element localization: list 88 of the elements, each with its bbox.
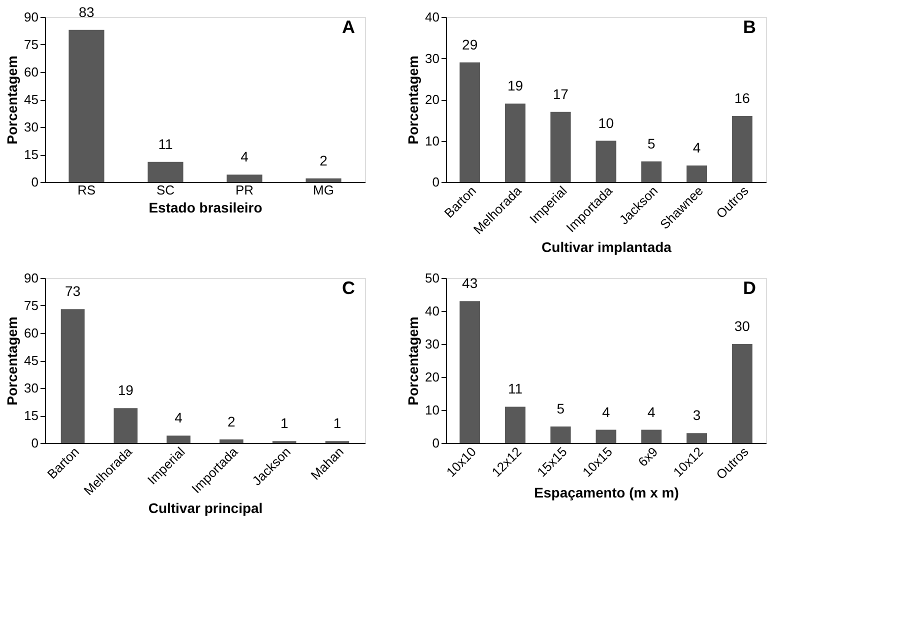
data-label: 10 xyxy=(598,114,614,131)
bar xyxy=(148,162,184,182)
data-label: 1 xyxy=(280,415,288,432)
data-label: 29 xyxy=(462,36,478,52)
x-axis-title: Cultivar principal xyxy=(148,500,263,516)
data-label: 16 xyxy=(734,90,750,106)
y-tick-label: 30 xyxy=(425,50,440,66)
y-axis-title: Porcentagem xyxy=(4,316,20,406)
bar xyxy=(596,140,616,182)
bar xyxy=(596,430,616,443)
data-label: 1 xyxy=(333,415,342,432)
chart-title: A xyxy=(342,17,355,37)
chart-title: D xyxy=(743,278,756,298)
x-tick-label: RS xyxy=(77,182,96,198)
y-tick-label: 60 xyxy=(24,64,38,80)
data-label: 2 xyxy=(320,152,328,168)
data-label: 73 xyxy=(64,283,81,300)
bar xyxy=(505,406,526,443)
bar xyxy=(550,112,571,182)
data-label: 3 xyxy=(692,407,701,424)
data-label: 4 xyxy=(692,140,701,156)
data-label: 5 xyxy=(556,400,565,416)
x-axis-title: Estado brasileiro xyxy=(148,200,262,216)
y-tick-label: 90 xyxy=(24,270,38,286)
bar xyxy=(306,178,342,182)
x-tick-label: PR xyxy=(235,182,254,198)
chart-title: C xyxy=(342,278,355,298)
data-label: 4 xyxy=(602,404,610,420)
data-label: 4 xyxy=(174,410,183,426)
y-tick-label: 75 xyxy=(24,298,38,313)
x-tick-label: 6x9 xyxy=(635,444,661,470)
data-label: 11 xyxy=(508,380,523,397)
y-tick-label: 40 xyxy=(425,304,440,318)
bar xyxy=(550,426,571,443)
y-tick-label: 75 xyxy=(24,37,38,52)
chart-title: B xyxy=(743,17,756,37)
y-axis-title: Porcentagem xyxy=(4,56,20,144)
y-tick-label: 45 xyxy=(24,92,38,107)
y-tick-label: 60 xyxy=(24,326,38,340)
data-label: 11 xyxy=(158,136,173,152)
data-label: 2 xyxy=(228,413,236,430)
x-tick-label: MG xyxy=(313,182,334,198)
data-label: 83 xyxy=(78,4,94,20)
y-tick-label: 90 xyxy=(24,10,38,24)
y-axis-title: Porcentagem xyxy=(405,316,422,406)
data-label: 17 xyxy=(552,86,569,102)
y-tick-label: 45 xyxy=(24,353,38,368)
y-tick-label: 0 xyxy=(31,436,38,450)
bar xyxy=(166,436,190,443)
bar xyxy=(732,116,752,182)
bar xyxy=(460,301,480,443)
bar xyxy=(641,161,662,182)
data-label: 19 xyxy=(118,382,134,398)
bar xyxy=(641,430,662,443)
y-tick-label: 10 xyxy=(425,402,440,418)
y-tick-label: 15 xyxy=(24,147,38,162)
bar xyxy=(460,62,480,182)
bar xyxy=(226,174,262,182)
y-tick-label: 30 xyxy=(425,336,440,352)
bar xyxy=(220,439,244,443)
y-tick-label: 30 xyxy=(24,120,38,134)
data-label: 43 xyxy=(462,275,478,292)
data-label: 19 xyxy=(507,78,524,94)
bar xyxy=(68,30,104,182)
x-axis-title: Cultivar implantada xyxy=(542,239,672,256)
y-tick-label: 0 xyxy=(31,174,38,190)
data-label: 30 xyxy=(734,318,750,334)
data-label: 4 xyxy=(647,404,656,420)
bar xyxy=(686,433,707,443)
y-tick-label: 20 xyxy=(425,92,440,107)
y-axis-title: Porcentagem xyxy=(405,56,422,144)
y-tick-label: 40 xyxy=(425,10,440,24)
y-tick-label: 20 xyxy=(425,370,440,384)
y-tick-label: 0 xyxy=(432,174,440,190)
data-label: 4 xyxy=(240,148,249,165)
bar xyxy=(505,104,526,182)
bar xyxy=(732,344,752,443)
y-tick-label: 10 xyxy=(425,133,440,148)
x-tick-label: SC xyxy=(156,182,175,198)
bar xyxy=(114,408,138,443)
y-tick-label: 0 xyxy=(432,436,440,450)
data-label: 5 xyxy=(647,135,656,152)
y-tick-label: 15 xyxy=(24,408,38,423)
x-axis-title: Espaçamento (m x m) xyxy=(534,484,679,500)
y-tick-label: 50 xyxy=(425,270,440,286)
y-tick-label: 30 xyxy=(24,380,38,396)
bar xyxy=(686,166,707,182)
bar xyxy=(60,309,85,443)
